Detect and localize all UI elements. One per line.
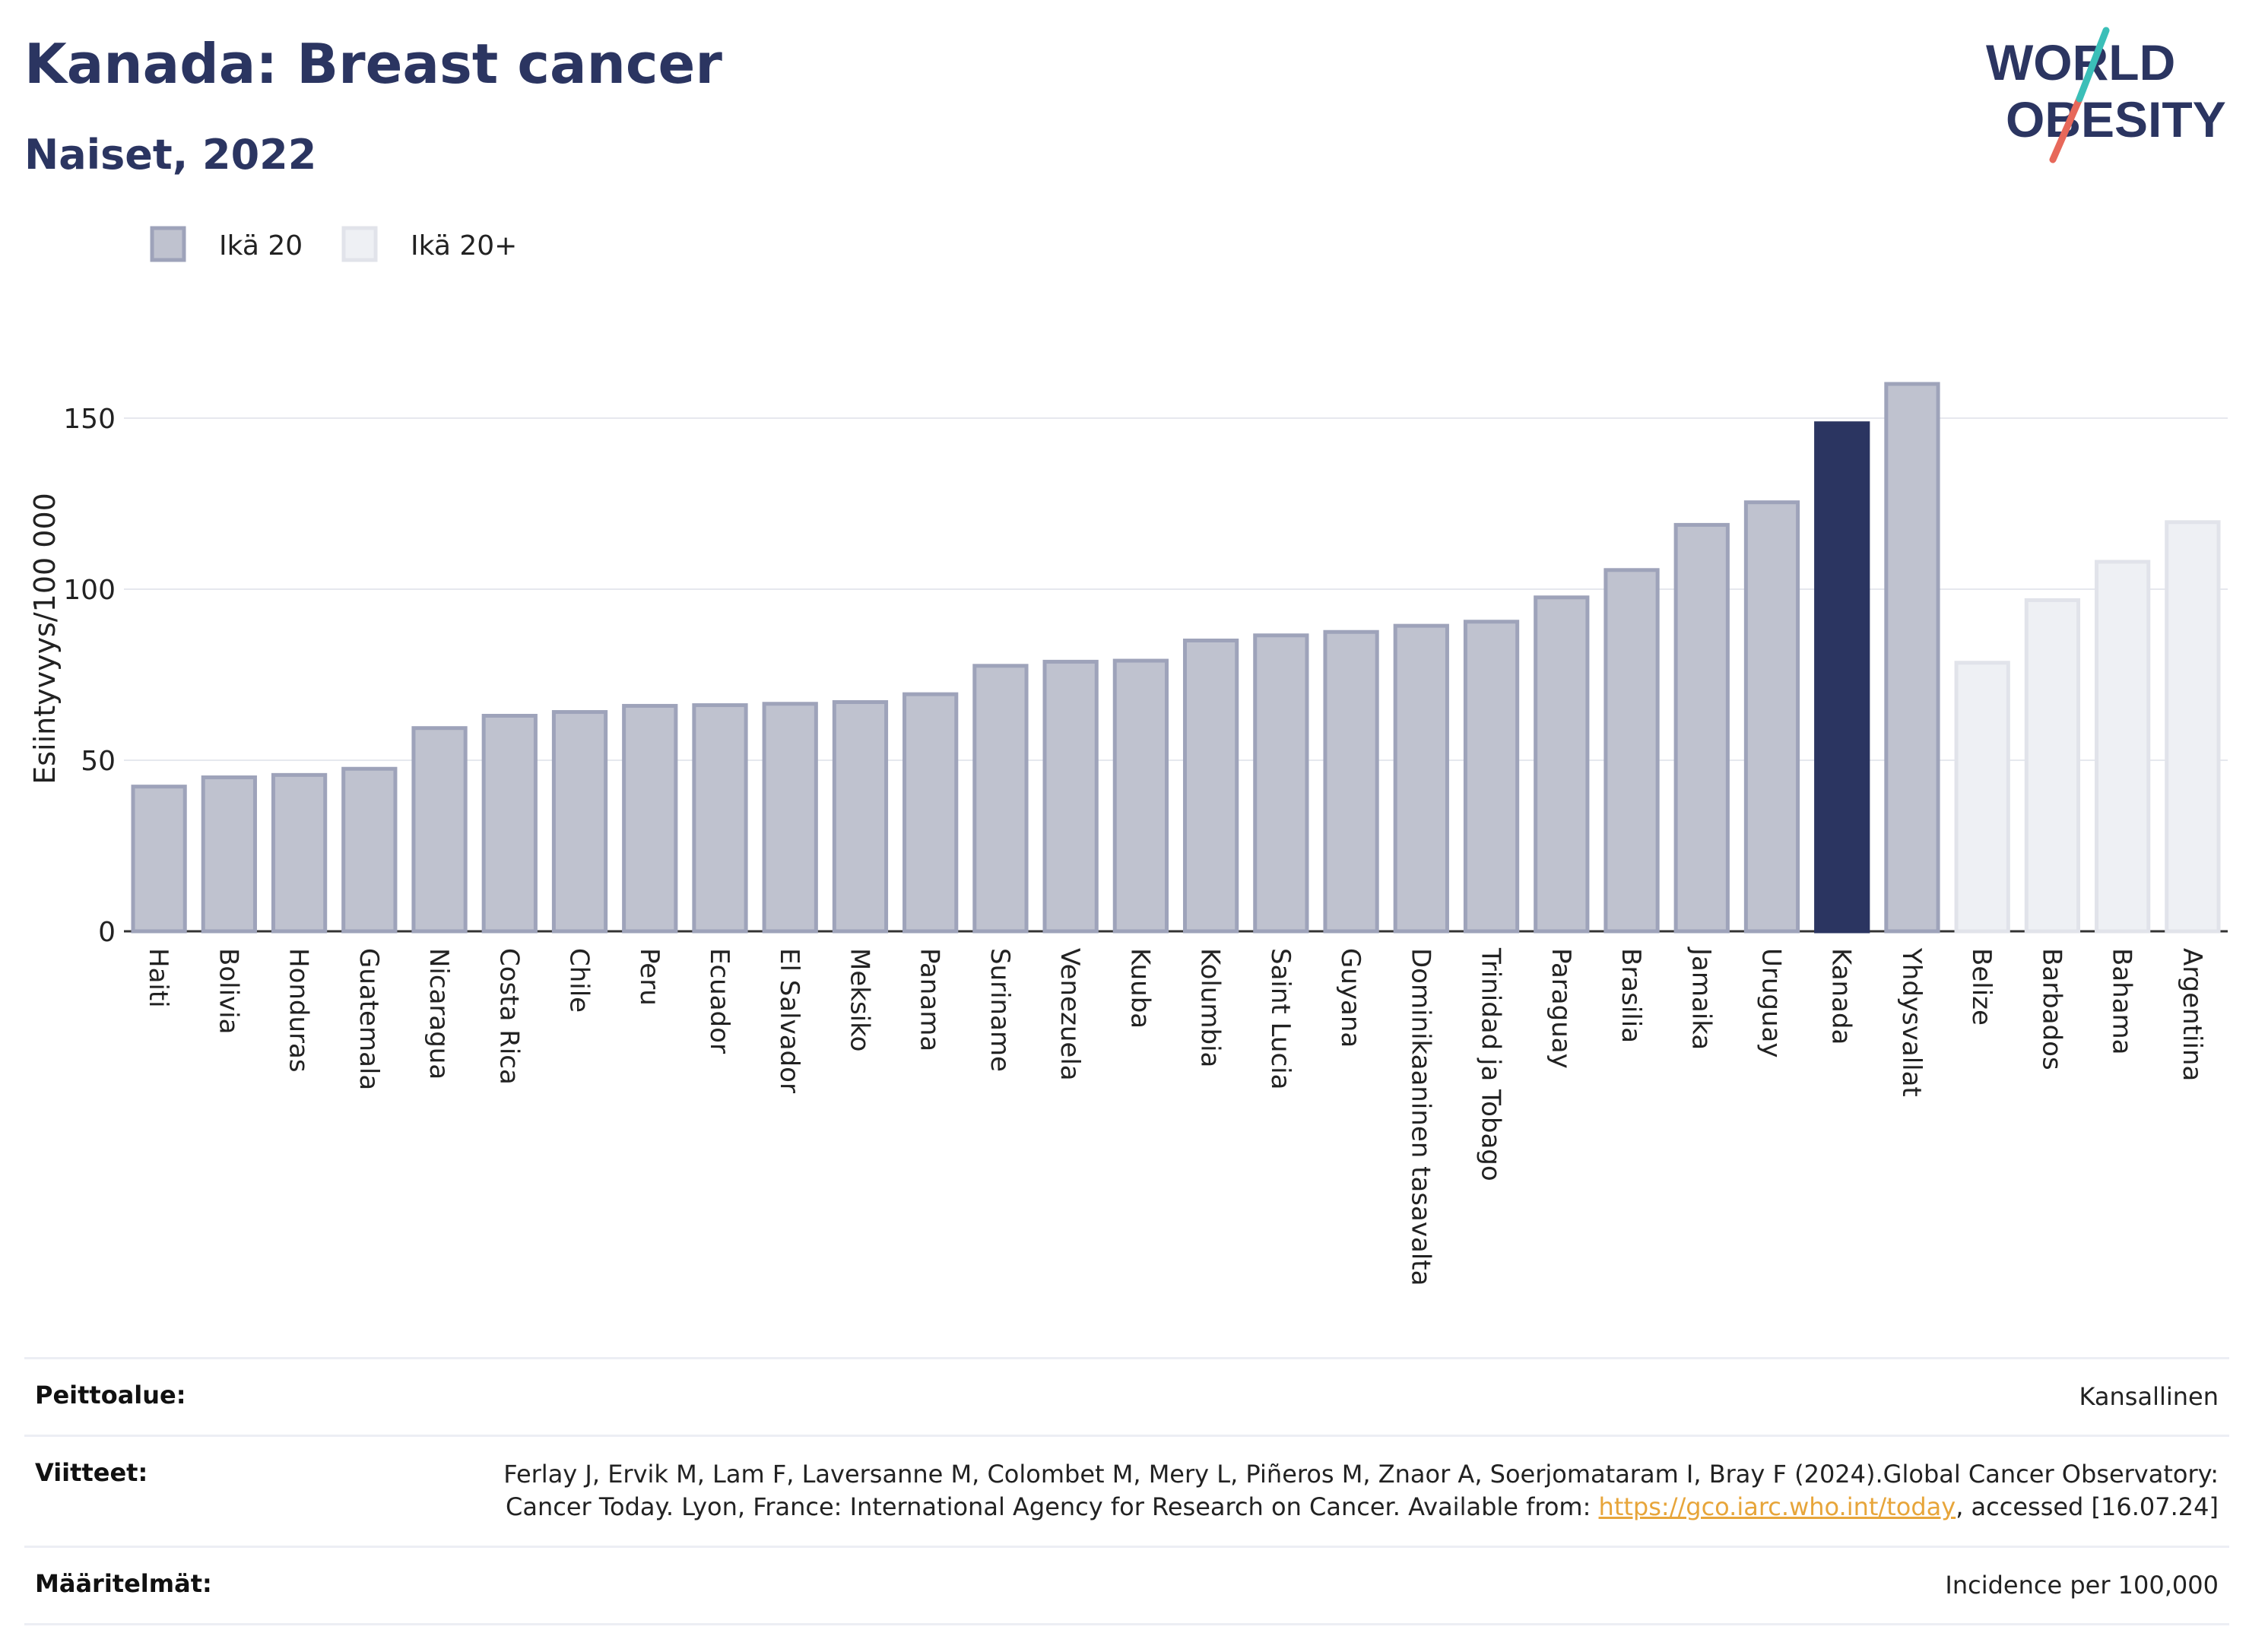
bar-brasilia bbox=[1603, 568, 1660, 934]
y-axis-label: Esiintyvyys/100 000 bbox=[28, 493, 62, 785]
x-tick-label: Guyana bbox=[1335, 948, 1366, 1048]
bar-venezuela bbox=[1042, 659, 1099, 934]
x-tick-label: Peru bbox=[634, 948, 665, 1006]
x-tick-label: Haiti bbox=[143, 948, 173, 1008]
footer-row-references: Viitteet: Ferlay J, Ervik M, Lam F, Lave… bbox=[24, 1435, 2229, 1545]
x-tick-label: Kolumbia bbox=[1195, 948, 1226, 1067]
x-tick-label: Trinidad ja Tobago bbox=[1476, 947, 1506, 1181]
bar-ecuador bbox=[692, 703, 748, 934]
x-tick-label: Suriname bbox=[985, 948, 1015, 1072]
y-tick-label: 150 bbox=[63, 404, 116, 435]
bar-paraguay bbox=[1534, 595, 1590, 934]
bar-guatemala bbox=[341, 766, 398, 934]
x-tick-labels: Haiti Bolivia Honduras Guatemala Nicaragua Co… bbox=[143, 946, 2207, 1286]
x-tick-label: Bolivia bbox=[213, 948, 243, 1034]
x-tick-label: Barbados bbox=[2036, 948, 2067, 1070]
bar-uruguay bbox=[1743, 500, 1800, 934]
x-tick-label: Paraguay bbox=[1546, 948, 1576, 1069]
bar-kanada bbox=[1814, 421, 1870, 934]
bar-trinidad-ja-tobago bbox=[1463, 620, 1520, 934]
y-tick-label: 100 bbox=[63, 575, 116, 606]
bar-el-salvador bbox=[762, 702, 818, 934]
x-tick-label: Argentiina bbox=[2177, 948, 2207, 1081]
x-tick-label: Jamaika bbox=[1686, 946, 1716, 1050]
bar-panama bbox=[902, 692, 959, 934]
world-obesity-logo: WORLD OBESITY bbox=[1986, 27, 2226, 163]
x-tick-label: Kanada bbox=[1826, 948, 1857, 1045]
bar-haiti bbox=[131, 785, 187, 934]
bar-meksiko bbox=[832, 700, 889, 934]
grid-lines bbox=[124, 417, 2228, 933]
page-subtitle: Naiset, 2022 bbox=[24, 131, 317, 179]
bar-bolivia bbox=[201, 775, 257, 934]
reference-link[interactable]: https://gco.iarc.who.int/today bbox=[1598, 1492, 1956, 1522]
bar-nicaragua bbox=[411, 726, 468, 934]
legend-swatch-1 bbox=[150, 226, 186, 262]
x-tick-label: El Salvador bbox=[774, 948, 804, 1093]
svg-text:WORLD: WORLD bbox=[1986, 34, 2175, 90]
x-tick-label: Venezuela bbox=[1055, 948, 1085, 1081]
bar-argentiina bbox=[2165, 520, 2221, 934]
footer: Peittoalue: Kansallinen Viitteet: Ferlay… bbox=[24, 1357, 2229, 1625]
bar-chart: Ikä 20 Ikä 20+ Haiti Bolivia Honduras Guatem… bbox=[28, 226, 2228, 1286]
x-tick-label: Belize bbox=[1966, 948, 1997, 1026]
bar-costa-rica bbox=[481, 714, 538, 934]
bar-belize bbox=[1954, 661, 2010, 934]
x-tick-label: Honduras bbox=[284, 948, 314, 1073]
x-tick-label: Yhdysvallat bbox=[1896, 947, 1927, 1097]
x-tick-label: Costa Rica bbox=[493, 948, 524, 1085]
x-tick-label: Chile bbox=[564, 948, 595, 1013]
svg-text:OBESITY: OBESITY bbox=[2006, 91, 2226, 147]
legend-label-1: Ikä 20 bbox=[219, 230, 303, 262]
x-tick-label: Nicaragua bbox=[423, 948, 454, 1080]
x-tick-label: Meksiko bbox=[844, 948, 874, 1051]
footer-row-definitions: Määritelmät: Incidence per 100,000 bbox=[24, 1545, 2229, 1625]
legend-swatch-2 bbox=[341, 226, 378, 262]
bars bbox=[131, 382, 2221, 934]
x-tick-label: Uruguay bbox=[1756, 948, 1786, 1058]
legend-label-2: Ikä 20+ bbox=[411, 230, 517, 262]
x-tick-label: Panama bbox=[915, 948, 945, 1051]
x-tick-label: Guatemala bbox=[354, 948, 384, 1090]
x-tick-label: Brasilia bbox=[1616, 948, 1646, 1043]
bar-dominikaaninen-tasavalta bbox=[1393, 623, 1449, 934]
bar-chile bbox=[551, 710, 608, 934]
x-tick-label: Dominikaaninen tasavalta bbox=[1405, 948, 1435, 1286]
bar-saint-lucia bbox=[1253, 633, 1309, 934]
x-tick-label: Bahama bbox=[2107, 948, 2137, 1055]
bar-guyana bbox=[1323, 629, 1379, 934]
page-title: Kanada: Breast cancer bbox=[24, 32, 722, 96]
bar-barbados bbox=[2024, 598, 2081, 934]
bar-suriname bbox=[972, 664, 1029, 934]
legend: Ikä 20 Ikä 20+ bbox=[150, 226, 517, 262]
footer-row-coverage: Peittoalue: Kansallinen bbox=[24, 1357, 2229, 1435]
bar-honduras bbox=[271, 772, 328, 934]
x-tick-label: Saint Lucia bbox=[1265, 948, 1296, 1089]
bar-jamaika bbox=[1673, 522, 1730, 934]
bar-bahama bbox=[2095, 560, 2151, 934]
x-tick-label: Kuuba bbox=[1124, 948, 1155, 1029]
references-label: Viitteet: bbox=[35, 1458, 148, 1488]
references-value: Ferlay J, Ervik M, Lam F, Laversanne M, … bbox=[503, 1460, 2219, 1522]
bar-yhdysvallat bbox=[1884, 382, 1940, 934]
bar-kolumbia bbox=[1182, 639, 1239, 934]
x-tick-label: Ecuador bbox=[704, 948, 734, 1054]
coverage-value: Kansallinen bbox=[2079, 1382, 2219, 1411]
y-tick-label: 50 bbox=[81, 746, 116, 777]
coverage-label: Peittoalue: bbox=[35, 1381, 186, 1409]
definitions-label: Määritelmät: bbox=[35, 1568, 212, 1598]
bar-peru bbox=[622, 703, 678, 934]
definitions-value: Incidence per 100,000 bbox=[1945, 1570, 2219, 1600]
y-tick-labels: 0 50 100 150 bbox=[63, 404, 116, 948]
y-tick-label: 0 bbox=[98, 917, 116, 948]
bar-kuuba bbox=[1112, 658, 1169, 934]
